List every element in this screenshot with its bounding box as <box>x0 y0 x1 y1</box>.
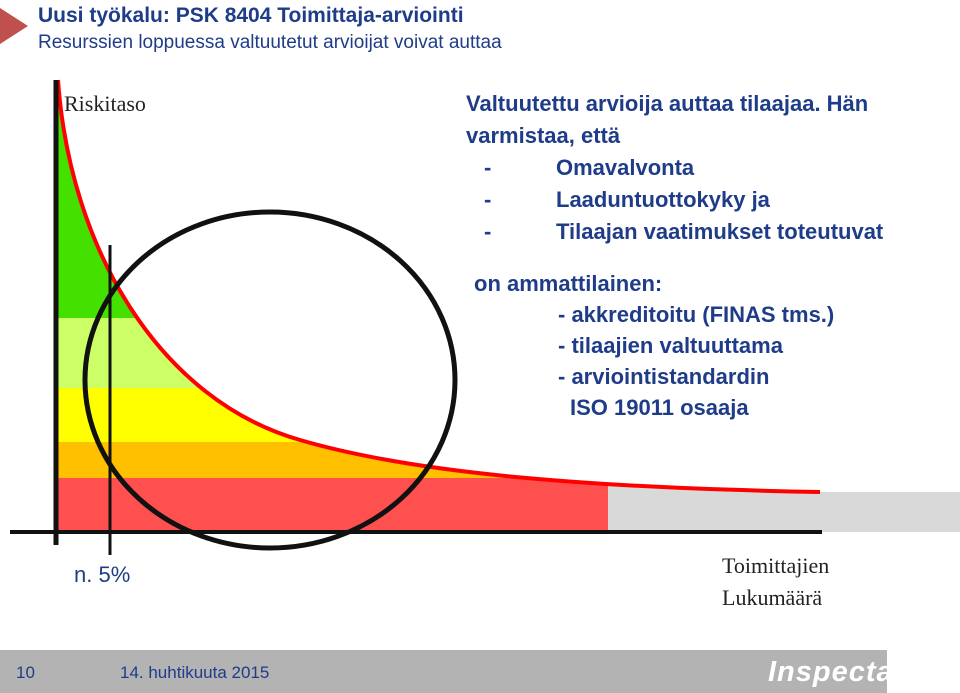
brand-logo: Inspecta <box>768 656 894 688</box>
page-number: 10 <box>16 663 35 682</box>
bullet-item: - Omavalvonta <box>484 155 695 180</box>
focus-circle <box>82 209 458 551</box>
intro-line-1: Valtuutettu arvioija auttaa tilaajaa. Hä… <box>466 91 869 116</box>
slide-date: 14. huhtikuuta 2015 <box>120 663 270 682</box>
x-axis-label-line2: Lukumäärä <box>722 585 823 610</box>
threshold-label: n. 5% <box>74 562 131 587</box>
slide-subtitle: Resurssien loppuessa valtuutetut arvioij… <box>38 32 502 53</box>
bullet-item: - Laaduntuottokyky ja <box>484 187 770 212</box>
bullet-item: - Tilaajan vaatimukset toteutuvat <box>484 219 884 244</box>
slide-title: Uusi työkalu: PSK 8404 Toimittaja-arvioi… <box>38 4 464 27</box>
intro-line-2: varmistaa, että <box>466 123 621 148</box>
distribution-curve <box>56 79 821 494</box>
qualification-item: - akkreditoitu (FINAS tms.) <box>558 302 835 327</box>
slide-arrow-icon <box>0 8 28 44</box>
qualification-item: - arviointistandardin <box>558 364 770 389</box>
y-axis-label: Riskitaso <box>64 91 146 116</box>
helper-description: Valtuutettu arvioija auttaa tilaajaa. Hä… <box>466 88 883 248</box>
qualification-heading: on ammattilainen: <box>474 271 663 296</box>
x-axis-label-line1: Toimittajien <box>722 553 830 578</box>
qualification-item-continued: ISO 19011 osaaja <box>570 395 749 420</box>
qualification-item: - tilaajien valtuuttama <box>558 333 783 358</box>
footer-bar <box>0 650 887 693</box>
x-axis-label: Toimittajien Lukumäärä <box>722 550 829 614</box>
risk-diagram <box>10 79 960 555</box>
qualification-list: on ammattilainen: - akkreditoitu (FINAS … <box>474 268 834 423</box>
band-gray-tail <box>820 492 960 532</box>
band-red <box>58 478 608 532</box>
